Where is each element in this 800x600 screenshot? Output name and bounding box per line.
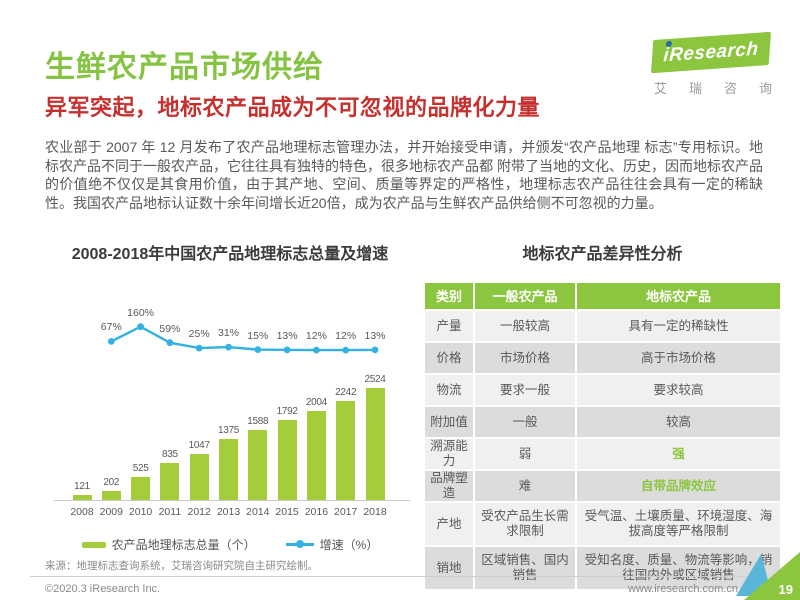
growth-pct-label: 12% xyxy=(335,330,357,343)
bar-value-label: 202 xyxy=(103,477,120,488)
bar-2016 xyxy=(306,411,326,500)
body-paragraph: 农业部于 2007 年 12 月发布了农产品地理标志管理办法，并开始接受申请，并… xyxy=(45,139,763,211)
growth-pct-label: 12% xyxy=(305,330,327,343)
page-title: 生鲜农产品市场供给 xyxy=(45,51,324,84)
table-general-cell: 要求一般 xyxy=(475,375,575,405)
chart-title: 2008-2018年中国农产品地理标志总量及增速 xyxy=(71,246,389,263)
bar-value-label: 2242 xyxy=(335,387,357,398)
comparison-table: 类别 一般农产品 地标农产品 产量 一般较高 具有一定的稀缺性 价格 市场价格 高于市场价格 物流… xyxy=(425,283,780,589)
bar-2013 xyxy=(219,439,238,500)
table-geo-cell: 较高 xyxy=(577,407,780,437)
x-tick-label: 2011 xyxy=(158,506,182,518)
table-header-cell: 地标农产品 xyxy=(577,283,780,309)
table-header-cell: 一般农产品 xyxy=(475,283,575,309)
table-title: 地标农产品差异性分析 xyxy=(522,246,683,263)
bar-value-label: 1047 xyxy=(188,440,210,451)
bar-2015 xyxy=(277,420,297,500)
growth-pct-label: 59% xyxy=(159,322,181,335)
table-general-cell: 受农产品生长需求限制 xyxy=(475,503,575,545)
x-tick-label: 2012 xyxy=(187,506,211,518)
bar-2010 xyxy=(131,477,151,500)
table-geo-cell: 要求较高 xyxy=(577,375,780,405)
footer-divider xyxy=(30,576,752,577)
table-row-label: 产量 xyxy=(425,311,473,341)
bar-value-label: 2004 xyxy=(305,397,327,408)
logo-parallelogram: iResearch xyxy=(650,31,772,74)
footer-website: www.iresearch.com.cn xyxy=(627,583,738,595)
footer-copyright: ©2020.3 iResearch Inc. xyxy=(45,583,161,595)
legend-line-label: 增速（%） xyxy=(319,538,379,552)
logo-brand-text: iResearch xyxy=(662,38,760,66)
logo-cn-char: 艾 xyxy=(654,81,668,96)
bar-value-label: 835 xyxy=(161,449,178,460)
table-general-cell: 市场价格 xyxy=(475,343,575,373)
logo-cn-char: 询 xyxy=(758,81,772,96)
legend-line-swatch-icon xyxy=(285,540,314,548)
growth-pct-label: 15% xyxy=(247,329,269,342)
x-tick-label: 2010 xyxy=(128,506,153,518)
table-row-label: 品牌塑造 xyxy=(425,471,473,501)
x-axis-line xyxy=(54,500,410,501)
bar-2012 xyxy=(189,454,209,500)
bar-2018 xyxy=(365,388,385,500)
x-tick-label: 2008 xyxy=(70,506,94,518)
legend-item-line: 增速（%） xyxy=(285,536,379,553)
bar-value-label: 1792 xyxy=(276,406,298,417)
source-note: 来源：地理标志查询系统，艾瑞咨询研究院自主研究绘制。 xyxy=(45,560,318,572)
page-number: 19 xyxy=(778,582,793,597)
bar-2011 xyxy=(160,463,180,500)
x-tick-label: 2013 xyxy=(216,506,241,518)
growth-pct-label: 31% xyxy=(217,327,239,340)
bar-value-label: 1375 xyxy=(217,425,240,436)
table-row-label: 销地 xyxy=(425,547,473,589)
table-row-label: 产地 xyxy=(425,503,473,545)
table-geo-cell: 自带品牌效应 xyxy=(577,471,780,501)
table-geo-cell: 具有一定的稀缺性 xyxy=(577,311,780,341)
table-row-label: 溯源能力 xyxy=(425,439,473,469)
bar-value-label: 2524 xyxy=(364,374,386,385)
page-subtitle: 异军突起，地标农产品成为不可忽视的品牌化力量 xyxy=(45,95,541,120)
table-header-cell: 类别 xyxy=(425,283,473,309)
table-row-label: 附加值 xyxy=(425,407,473,437)
legend-item-bars: 农产品地理标志总量（个） xyxy=(81,536,256,553)
bar-2008 xyxy=(72,495,92,500)
x-tick-label: 2016 xyxy=(304,506,329,518)
legend-bar-swatch-icon xyxy=(81,541,106,548)
logo-chinese-name: 艾瑞咨询 xyxy=(654,78,772,97)
logo-cn-char: 瑞 xyxy=(688,81,702,96)
growth-pct-label: 160% xyxy=(127,306,155,319)
iresearch-logo: iResearch 艾 瑞 咨 询 xyxy=(648,31,776,97)
table-general-cell: 难 xyxy=(475,471,575,501)
table-general-cell: 一般 xyxy=(475,407,575,437)
x-tick-label: 2009 xyxy=(99,506,123,518)
bar-value-label: 525 xyxy=(132,463,149,474)
table-geo-cell: 强 xyxy=(577,439,780,469)
growth-pct-label: 67% xyxy=(100,321,122,334)
bar-value-label: 1588 xyxy=(247,416,269,427)
bar-2017 xyxy=(336,401,356,500)
x-tick-label: 2018 xyxy=(363,506,387,518)
legend-bar-label: 农产品地理标志总量（个） xyxy=(111,538,256,552)
growth-pct-label: 13% xyxy=(276,329,298,342)
table-geo-cell: 受气温、土壤质量、环境湿度、海拔高度等严格限制 xyxy=(577,503,780,545)
logo-cn-char: 咨 xyxy=(723,81,737,96)
table-row-label: 物流 xyxy=(425,375,473,405)
bar-2014 xyxy=(248,430,268,500)
growth-line-series xyxy=(107,323,379,354)
table-geo-cell: 高于市场价格 xyxy=(577,343,780,373)
bar-line-chart: 121 2008 202 2009 525 2010 835 2011 1047 2012 1375… xyxy=(48,268,418,528)
table-general-cell: 一般较高 xyxy=(475,311,575,341)
x-tick-label: 2015 xyxy=(275,506,299,518)
table-general-cell: 区域销售、国内销售 xyxy=(475,547,575,589)
x-tick-label: 2017 xyxy=(334,506,358,518)
bar-2009 xyxy=(101,491,121,500)
table-general-cell: 弱 xyxy=(475,439,575,469)
growth-pct-label: 13% xyxy=(364,329,386,342)
chart-legend: 农产品地理标志总量（个） 增速（%） xyxy=(40,536,420,553)
growth-pct-label: 25% xyxy=(188,328,210,341)
table-row-label: 价格 xyxy=(425,343,473,373)
x-tick-label: 2014 xyxy=(246,506,270,518)
bar-value-label: 121 xyxy=(74,481,90,492)
